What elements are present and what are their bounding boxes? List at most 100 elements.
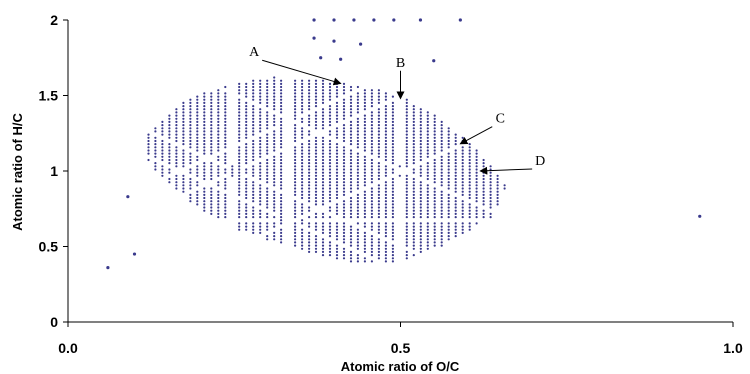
- cluster-point: [370, 228, 373, 231]
- cluster-point: [370, 225, 373, 228]
- cluster-point: [238, 117, 241, 120]
- cluster-point: [412, 206, 415, 209]
- cluster-point: [210, 212, 213, 215]
- cluster-point: [454, 133, 457, 136]
- cluster-point: [266, 193, 269, 196]
- cluster-point: [168, 136, 171, 139]
- cluster-point: [224, 105, 227, 108]
- cluster-point: [308, 244, 311, 247]
- cluster-point: [217, 196, 220, 200]
- cluster-point: [342, 105, 346, 108]
- cluster-point: [391, 181, 394, 184]
- cluster-point: [489, 174, 492, 177]
- cluster-point: [273, 76, 276, 79]
- cluster-point: [405, 158, 408, 162]
- cluster-point: [328, 171, 332, 174]
- cluster-point: [342, 108, 346, 111]
- cluster-point: [426, 225, 429, 228]
- cluster-point: [461, 146, 464, 149]
- cluster-point: [168, 114, 171, 117]
- cluster-point: [280, 181, 283, 184]
- cluster-point: [377, 168, 380, 171]
- cluster-point: [321, 124, 325, 127]
- cluster-point: [266, 79, 269, 82]
- cluster-point: [321, 143, 325, 146]
- cluster-point: [203, 162, 206, 165]
- cluster-point: [454, 196, 457, 200]
- cluster-point: [301, 95, 304, 98]
- cluster-point: [161, 155, 164, 158]
- cluster-point: [273, 114, 276, 117]
- cluster-point: [266, 196, 269, 200]
- cluster-point: [273, 196, 276, 200]
- cluster-point: [426, 165, 429, 168]
- cluster-point: [391, 133, 394, 136]
- cluster-point: [419, 114, 422, 117]
- cluster-point: [447, 228, 450, 231]
- cluster-point: [210, 108, 213, 111]
- cluster-point: [405, 120, 408, 123]
- cluster-point: [426, 184, 429, 187]
- cluster-point: [321, 117, 325, 120]
- cluster-point: [363, 136, 366, 139]
- cluster-point: [321, 228, 325, 231]
- data-point: [698, 214, 702, 218]
- cluster-point: [252, 130, 255, 133]
- cluster-point: [363, 212, 366, 215]
- cluster-point: [468, 216, 471, 219]
- cluster-point: [252, 174, 255, 177]
- cluster-point: [154, 139, 157, 143]
- cluster-point: [377, 133, 380, 136]
- cluster-point: [328, 130, 332, 133]
- cluster-point: [384, 181, 387, 184]
- cluster-point: [266, 190, 269, 193]
- cluster-point: [252, 171, 255, 174]
- cluster-point: [349, 111, 353, 114]
- data-point: [132, 252, 137, 256]
- cluster-point: [217, 143, 220, 146]
- cluster-point: [217, 101, 220, 104]
- cluster-point: [273, 177, 276, 181]
- cluster-point: [328, 177, 332, 181]
- cluster-point: [147, 139, 150, 143]
- cluster-point: [175, 114, 178, 117]
- cluster-point: [342, 146, 346, 149]
- cluster-point: [328, 162, 332, 165]
- cluster-point: [335, 117, 339, 120]
- cluster-point: [189, 130, 192, 133]
- cluster-point: [210, 196, 213, 200]
- cluster-point: [349, 95, 353, 98]
- cluster-point: [294, 203, 297, 206]
- cluster-point: [266, 235, 269, 238]
- cluster-point: [405, 200, 408, 203]
- cluster-point: [273, 130, 276, 133]
- cluster-point: [363, 203, 366, 206]
- cluster-point: [245, 203, 248, 206]
- cluster-point: [370, 216, 373, 219]
- cluster-point: [391, 216, 394, 219]
- cluster-point: [468, 155, 471, 158]
- cluster-point: [419, 174, 422, 177]
- cluster-point: [245, 209, 248, 212]
- cluster-point: [370, 139, 373, 143]
- cluster-point: [405, 203, 408, 206]
- cluster-point: [238, 193, 241, 196]
- cluster-point: [252, 216, 255, 219]
- cluster-point: [314, 149, 318, 152]
- cluster-point: [377, 89, 380, 92]
- cluster-point: [461, 190, 464, 193]
- cluster-point: [384, 155, 387, 158]
- cluster-point: [294, 155, 297, 158]
- cluster-point: [391, 177, 394, 181]
- y-axis-title: Atomic ratio of H/C: [10, 113, 25, 231]
- cluster-point: [273, 124, 276, 127]
- cluster-point: [349, 209, 353, 212]
- cluster-point: [342, 130, 346, 133]
- cluster-point: [321, 82, 325, 85]
- cluster-point: [308, 241, 311, 244]
- data-point: [106, 266, 110, 270]
- cluster-point: [266, 98, 269, 101]
- cluster-point: [377, 184, 380, 187]
- data-point: [458, 18, 462, 22]
- cluster-point: [440, 171, 443, 174]
